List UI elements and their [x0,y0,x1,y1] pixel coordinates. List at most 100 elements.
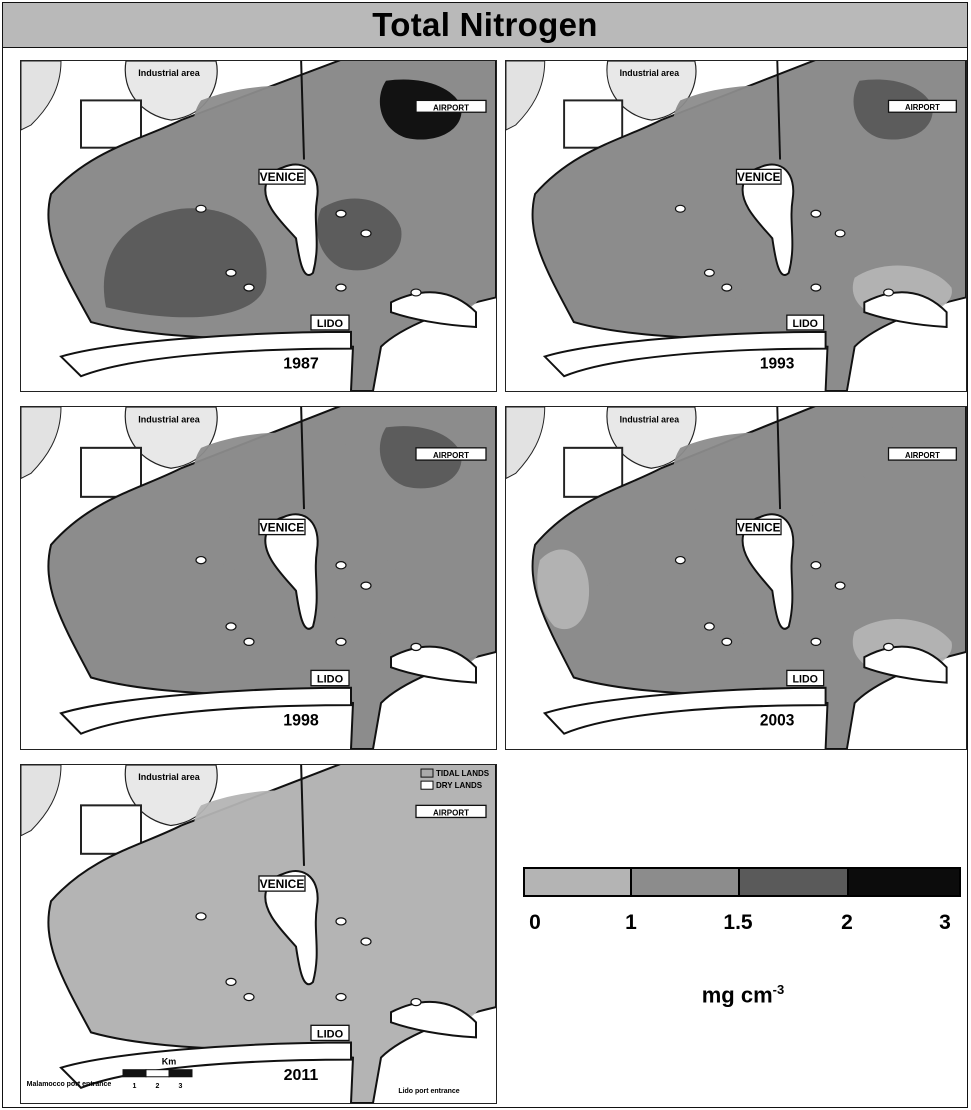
venice-label-box [258,518,306,536]
title-bar: Total Nitrogen [3,3,967,48]
islet [195,912,207,921]
causeway [300,61,305,160]
causeway [300,407,305,510]
islet [225,268,237,277]
legend-swatch-1 [632,869,740,895]
dry-lands-swatch [420,780,434,790]
map-svg: Industrial area AIRPORT VENICE LIDO 2011 TIDA… [21,765,496,1103]
unit-exponent: -3 [772,982,785,997]
industrial-zone [124,765,218,827]
legend-tick-3: 2 [841,911,853,934]
legend-swatch-3 [849,869,959,895]
islet [360,937,372,946]
region-west-edge [537,549,590,630]
islet [674,555,686,565]
airport-label-box [887,99,957,113]
islet [721,637,733,646]
scale-tick: 3 [179,1083,183,1090]
malamocco-label: Malamocco port entrance [27,1081,112,1088]
airport-label: AIRPORT [905,451,940,460]
mainland-edge [21,407,62,480]
region-west-edge [53,549,107,630]
industrial-block [80,446,142,498]
islet [360,581,372,590]
islet [335,561,347,570]
industrial-block [80,804,142,855]
industrial-zone [124,61,218,121]
lido-label: LIDO [793,673,819,685]
islet [834,581,846,590]
map-panel-1998: Industrial area AIRPORT VENICE LIDO 1998 [20,406,497,750]
islet [243,992,255,1002]
venice-label: VENICE [737,171,780,184]
lido-port-label: Lido port entrance [398,1088,459,1095]
islet [195,555,207,565]
panel-year-label: 2003 [760,712,795,729]
islet [243,637,255,646]
region-central-north [673,432,834,530]
airport-label: AIRPORT [433,808,469,817]
venice-label-box [735,518,782,536]
map-svg: Industrial area AIRPORT VENICE LIDO 1993 [506,61,966,391]
region-west-edge [53,905,107,985]
airport-label-box [415,99,487,113]
legend-color-bar [523,867,961,897]
panel-year-label: 1998 [283,711,319,729]
legend-tick-4: 3 [939,911,951,934]
map-svg: Industrial area AIRPORT VENICE LIDO 1987 [21,61,496,391]
industrial-block [80,99,142,149]
scale-title: Km [162,1057,176,1067]
lido-label: LIDO [317,674,344,686]
venice-label: VENICE [260,877,305,891]
islet [810,209,822,218]
figure-title: Total Nitrogen [372,6,598,43]
region-southwest-basin [586,208,744,318]
islet [703,622,715,631]
region-southwest-basin [103,559,267,673]
islet [410,997,422,1007]
legend-swatch-0 [525,869,632,895]
islet [410,642,422,652]
map-svg: Industrial area AIRPORT VENICE LIDO 2003 [506,407,966,749]
lido-label-box [786,669,825,687]
islet [335,992,347,1002]
lido-label: LIDO [793,318,818,330]
lido-label-box [786,314,825,331]
industrial-area-label: Industrial area [138,414,200,424]
map-panel-2011: Industrial area AIRPORT VENICE LIDO 2011 TIDA… [20,764,497,1104]
mainland-edge [21,61,62,131]
lido-label: LIDO [317,1028,344,1040]
legend-tick-1: 1 [625,911,637,934]
region-west-edge [537,198,590,276]
islet [410,288,422,297]
lido-label-box [310,314,350,331]
panel-year-label: 1993 [760,355,795,372]
scale-tick: 1 [133,1083,137,1090]
venice-label: VENICE [260,520,305,534]
industrial-block [563,99,624,149]
map-panel-1987: Industrial area AIRPORT VENICE LIDO 1987 [20,60,497,392]
lido-barrier [59,686,352,735]
islet [360,229,372,238]
islet [883,642,894,652]
islet [195,204,207,213]
islet [703,268,715,277]
islet [810,637,822,646]
region-southwest-basin [103,915,267,1028]
islet [335,917,347,926]
lido-barrier [542,686,827,735]
tidal-lands-label: TIDAL LANDS [436,769,490,778]
venice-label-box [258,168,306,185]
lido-barrier [542,330,827,378]
legend-tick-2: 1.5 [723,911,753,934]
scale-segment [122,1069,147,1078]
tidal-lands-swatch [420,768,434,778]
region-central-north [194,790,359,886]
unit-text: mg cm [701,982,773,1008]
causeway [300,765,305,866]
lido-label-box [310,1024,350,1042]
islet [810,561,822,570]
islet [335,637,347,646]
region-central-north [194,85,359,179]
